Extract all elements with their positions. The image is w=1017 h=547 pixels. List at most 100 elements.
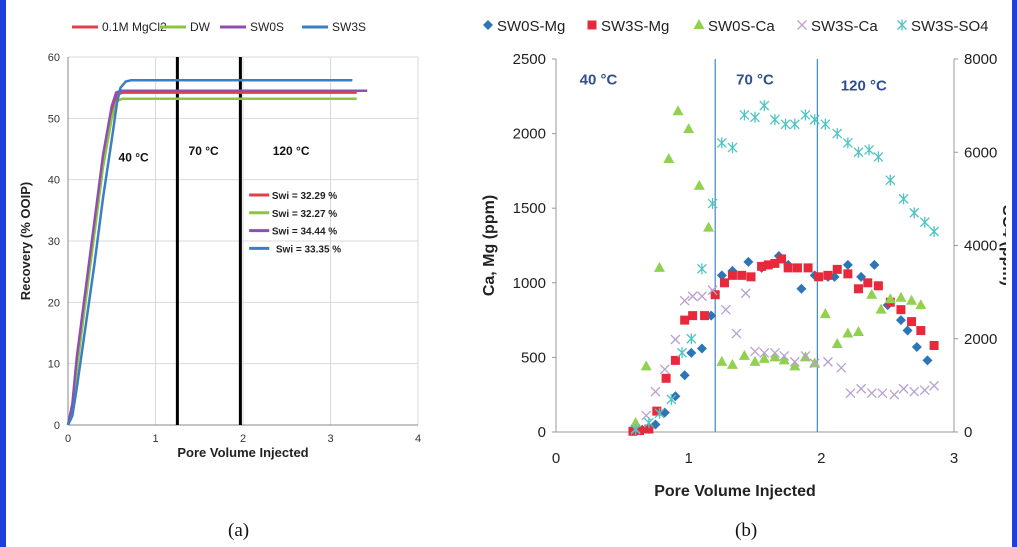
data-point [919, 216, 930, 228]
data-point [683, 123, 695, 134]
data-point [737, 270, 747, 280]
data-point [809, 357, 821, 368]
data-point [746, 272, 756, 282]
data-point [679, 370, 690, 381]
data-point [911, 341, 922, 352]
data-point [915, 299, 927, 310]
data-point [829, 271, 840, 282]
temperature-annotation: 70 °C [189, 144, 219, 158]
data-point [866, 288, 878, 299]
data-point [777, 254, 787, 264]
data-point [842, 137, 853, 149]
data-point [759, 347, 770, 358]
data-point [884, 293, 896, 304]
data-point [666, 393, 677, 405]
data-point [654, 407, 665, 419]
temperature-annotation: 40 °C [119, 150, 149, 164]
data-point [703, 221, 715, 232]
data-point [710, 290, 720, 300]
swi-legend-label: Swi = 32.27 % [272, 209, 337, 220]
data-point [769, 347, 780, 358]
data-point [769, 351, 781, 362]
data-point [823, 356, 833, 367]
y-tick-label: 1000 [513, 275, 546, 292]
data-point [759, 100, 770, 112]
legend-marker [897, 19, 907, 31]
data-point [783, 263, 793, 273]
data-point [680, 315, 690, 325]
data-point [803, 263, 813, 273]
data-point [696, 291, 707, 302]
data-point [796, 283, 807, 294]
data-point [635, 426, 645, 436]
legend-marker [483, 20, 493, 30]
data-point [873, 151, 884, 163]
series-sw3s-mg [628, 254, 939, 436]
temperature-annotation: 70 °C [736, 71, 774, 88]
data-point [653, 261, 665, 272]
swi-legend-label: Swi = 34.44 % [272, 227, 337, 238]
data-point [731, 328, 742, 339]
x-tick-label: 2 [817, 450, 825, 467]
data-point [895, 315, 906, 326]
series-sw0s-mg [630, 250, 933, 436]
data-point [758, 352, 770, 363]
data-point [823, 270, 833, 280]
y-tick-label: 1500 [513, 200, 546, 217]
data-point [875, 303, 887, 314]
data-point [643, 417, 654, 429]
data-point [820, 118, 831, 130]
data-point [789, 356, 800, 367]
x-axis-label: Pore Volume Injected [654, 483, 816, 500]
caption-b: (b) [735, 520, 758, 541]
y-tick-label: 20 [48, 297, 60, 309]
data-point [707, 198, 718, 210]
y2-tick-label: 2000 [964, 331, 997, 348]
y-tick-label: 50 [48, 113, 60, 125]
data-point [907, 317, 917, 327]
data-point [864, 144, 875, 156]
data-point [832, 264, 842, 274]
legend-label: DW [190, 20, 211, 34]
data-point [780, 118, 791, 130]
x-tick-label: 3 [950, 450, 958, 467]
data-point [922, 355, 933, 366]
data-point [726, 358, 738, 369]
legend-label: SW3S-Ca [811, 18, 878, 35]
data-point [644, 424, 654, 434]
temperature-annotation: 120 °C [273, 144, 310, 158]
x-tick-label: 0 [65, 433, 71, 445]
data-point [630, 417, 642, 428]
y-tick-label: 2500 [513, 51, 546, 68]
data-point [738, 349, 750, 360]
y2-tick-label: 6000 [964, 144, 997, 161]
temperature-annotation: 40 °C [580, 71, 618, 88]
data-point [898, 383, 909, 394]
data-point [902, 325, 913, 336]
data-point [749, 355, 761, 366]
data-point [898, 193, 909, 205]
data-point [843, 269, 853, 279]
x-tick-label: 1 [684, 450, 692, 467]
data-point [919, 385, 930, 396]
y2-tick-label: 4000 [964, 238, 997, 255]
data-point [670, 334, 681, 345]
series-line [66, 89, 368, 426]
data-point [640, 360, 652, 371]
data-point [707, 285, 718, 296]
series-line [66, 79, 353, 426]
data-point [819, 308, 831, 319]
data-point [672, 105, 684, 116]
legend-label: SW3S-Mg [601, 18, 669, 35]
swi-legend-label: Swi = 32.29 % [272, 191, 337, 202]
data-point [800, 109, 811, 121]
data-point [716, 270, 727, 281]
legend-label: SW0S-Mg [497, 18, 565, 35]
data-point [720, 304, 731, 315]
data-point [909, 386, 920, 397]
y-tick-label: 0 [538, 424, 546, 441]
data-point [800, 350, 811, 361]
data-point [770, 258, 780, 268]
legend-label: 0.1M MgCl2 [102, 20, 167, 34]
data-point [659, 364, 670, 375]
